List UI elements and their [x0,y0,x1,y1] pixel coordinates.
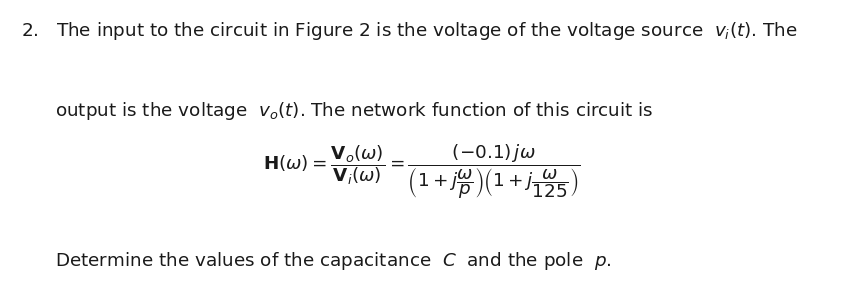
Text: $\mathbf{H}(\omega) = \dfrac{\mathbf{V}_o(\omega)}{\mathbf{V}_i(\omega)} = \dfra: $\mathbf{H}(\omega) = \dfrac{\mathbf{V}_… [263,142,581,201]
Text: output is the voltage  $v_o(t)$. The network function of this circuit is: output is the voltage $v_o(t)$. The netw… [55,100,653,122]
Text: Determine the values of the capacitance  $C$  and the pole  $p$.: Determine the values of the capacitance … [55,250,611,272]
Text: 2.   The input to the circuit in Figure 2 is the voltage of the voltage source  : 2. The input to the circuit in Figure 2 … [21,20,798,42]
